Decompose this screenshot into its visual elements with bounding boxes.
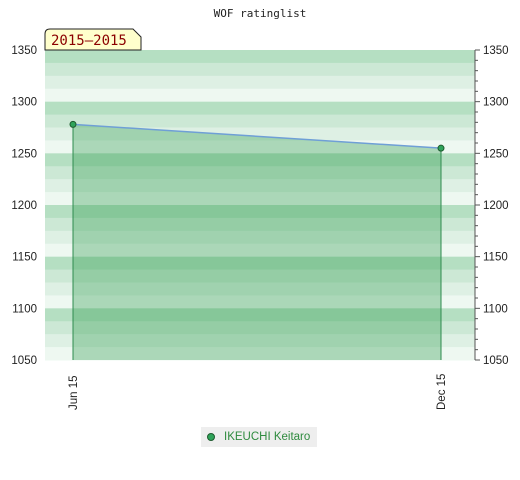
grid-band [45, 75, 475, 90]
x-tick-label: Jun 15 [68, 375, 80, 410]
grid-band [45, 230, 475, 245]
data-point [69, 120, 77, 128]
series-area [69, 120, 445, 361]
x-axis: Jun 15 Dec 15 [68, 374, 448, 410]
y-tick-label: 1200 [11, 200, 37, 212]
y-tick-label: 1250 [11, 148, 37, 160]
y-tick-label: 1350 [11, 45, 37, 57]
grid-band [45, 321, 475, 335]
y-tick-label: 1100 [483, 303, 508, 315]
y-tick-label: 1250 [483, 148, 509, 160]
x-tick-label: Dec 15 [436, 374, 448, 410]
y-axis-left: 1050 1100 1150 1200 1250 1300 1350 [11, 45, 37, 367]
y-tick-label: 1300 [11, 97, 37, 109]
grid-band [45, 347, 475, 361]
grid-band [45, 179, 475, 193]
legend-label: IKEUCHI Keitaro [224, 431, 311, 443]
period-label: 2015–2015 [51, 33, 127, 49]
grid-band [45, 62, 475, 77]
grid-band [45, 269, 475, 283]
data-point [437, 144, 445, 152]
grid-band [45, 205, 475, 219]
period-badge: 2015–2015 [44, 28, 142, 51]
grid-band [45, 192, 475, 206]
grid-band [45, 88, 475, 103]
y-axis-right: 1050 1100 1150 1200 1250 1300 1350 [474, 45, 509, 367]
grid-band [45, 256, 475, 271]
grid-band [45, 308, 475, 322]
grid-band [45, 114, 475, 128]
grid-band [45, 217, 475, 232]
y-tick-label: 1050 [11, 355, 37, 367]
grid-band [45, 50, 475, 64]
grid-band [45, 295, 475, 309]
grid-band [45, 243, 475, 258]
y-tick-label: 1300 [483, 97, 509, 109]
grid-band [45, 127, 475, 141]
grid-band [45, 282, 475, 296]
y-tick-label: 1150 [483, 252, 508, 264]
legend-marker [207, 433, 215, 441]
grid-band [45, 153, 475, 167]
y-tick-label: 1200 [483, 200, 509, 212]
series-line [72, 123, 442, 149]
area-fill [73, 124, 441, 361]
y-tick-label: 1350 [483, 45, 509, 57]
grid-band [45, 334, 475, 348]
grid-band [45, 101, 475, 116]
y-tick-label: 1150 [12, 252, 37, 264]
grid-band [45, 166, 475, 180]
chart-title: WOF ratinglist [214, 7, 307, 20]
legend: IKEUCHI Keitaro [201, 427, 318, 447]
y-tick-label: 1050 [483, 355, 509, 367]
y-tick-label: 1100 [12, 303, 37, 315]
